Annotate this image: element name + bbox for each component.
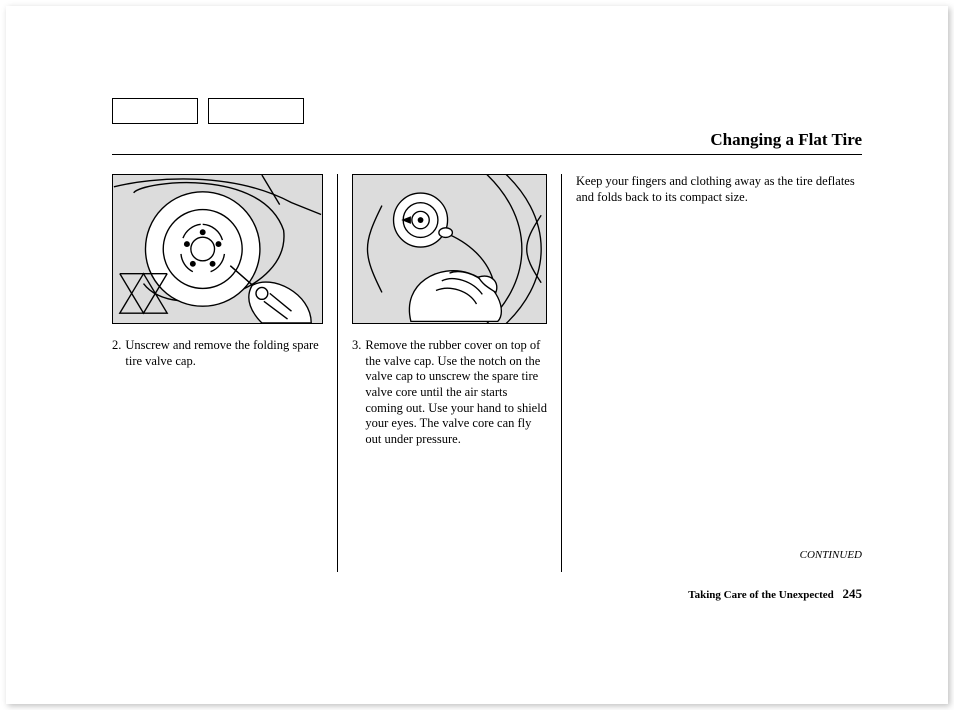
step-2: 2. Unscrew and remove the folding spare …	[112, 338, 323, 369]
step-number: 2.	[112, 338, 121, 369]
header-box-1	[112, 98, 198, 124]
title-rule	[112, 154, 862, 155]
step-text: Remove the rubber cover on top of the va…	[365, 338, 547, 447]
footer-section-title: Taking Care of the Unexpected	[688, 589, 833, 601]
column-1: 2. Unscrew and remove the folding spare …	[112, 174, 337, 572]
page: Changing a Flat Tire	[0, 0, 954, 710]
column-3: Keep your fingers and clothing away as t…	[562, 174, 874, 572]
illustration-tire-valve-cap	[112, 174, 323, 324]
illustration-valve-core	[352, 174, 547, 324]
content-columns: 2. Unscrew and remove the folding spare …	[112, 174, 874, 572]
paper-sheet: Changing a Flat Tire	[6, 6, 948, 704]
continued-label: CONTINUED	[800, 549, 862, 561]
footer-page-number: 245	[843, 586, 863, 601]
header-placeholder-boxes	[112, 98, 304, 124]
page-footer: Taking Care of the Unexpected 245	[688, 586, 862, 602]
header-box-2	[208, 98, 304, 124]
warning-text: Keep your fingers and clothing away as t…	[576, 174, 874, 205]
step-number: 3.	[352, 338, 361, 447]
column-2: 3. Remove the rubber cover on top of the…	[337, 174, 562, 572]
step-3: 3. Remove the rubber cover on top of the…	[352, 338, 547, 447]
step-text: Unscrew and remove the folding spare tir…	[125, 338, 323, 369]
page-title: Changing a Flat Tire	[710, 130, 862, 150]
